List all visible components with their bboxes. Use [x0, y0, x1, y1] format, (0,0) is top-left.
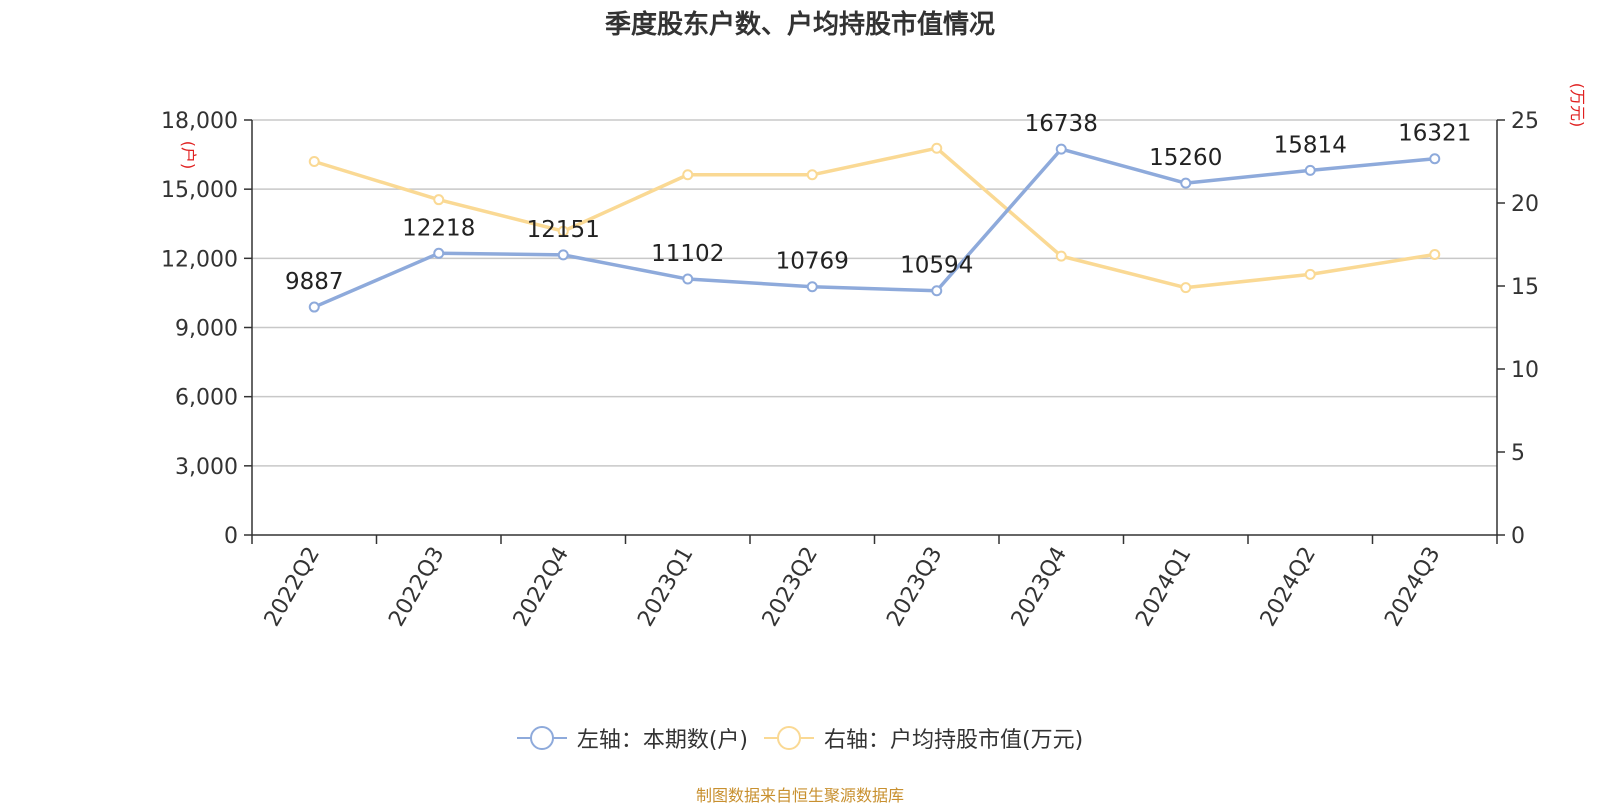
series-point-left — [682, 273, 694, 285]
right-axis-tick-label: 15 — [1511, 275, 1539, 300]
x-axis-tick-label: 2022Q4 — [509, 543, 574, 631]
left-axis-unit-label: (户) — [179, 141, 198, 170]
series-line-right — [313, 146, 1436, 290]
legend-item-right-series[interactable]: 右轴：户均持股市值(万元) — [764, 722, 1083, 754]
left-axis-tick-label: 12,000 — [161, 247, 238, 272]
x-axis-tick-label: 2024Q3 — [1380, 543, 1445, 631]
series-point-right — [806, 169, 818, 181]
data-label: 11102 — [651, 241, 724, 267]
right-axis-tick-label: 25 — [1511, 109, 1539, 134]
left-axis-tick-label: 18,000 — [161, 109, 238, 134]
x-axis-tick-label: 2024Q2 — [1256, 543, 1321, 631]
legend-label-left: 左轴：本期数(户) — [576, 728, 748, 753]
series-point-left — [433, 247, 445, 259]
legend: 左轴：本期数(户) 右轴：户均持股市值(万元) — [0, 722, 1600, 754]
left-axis-tick-label: 9,000 — [175, 317, 238, 342]
data-label: 12151 — [527, 217, 600, 243]
data-label: 16321 — [1398, 121, 1471, 147]
series-point-left — [308, 301, 320, 313]
left-axis-tick-label: 3,000 — [175, 455, 238, 480]
data-label: 9887 — [285, 269, 344, 295]
series-point-right — [931, 142, 943, 154]
series-point-right — [308, 156, 320, 167]
x-axis-tick-label: 2023Q2 — [758, 543, 823, 631]
right-axis-tick-label: 10 — [1511, 358, 1539, 383]
series-point-left — [1429, 153, 1441, 165]
right-axis-tick-label: 5 — [1511, 441, 1525, 466]
series-point-right — [433, 194, 445, 206]
x-axis-tick-label: 2024Q1 — [1131, 543, 1196, 631]
right-axis-tick-label: 20 — [1511, 192, 1539, 217]
x-axis-tick-label: 2023Q1 — [633, 543, 698, 631]
legend-marker-left-icon — [516, 726, 567, 750]
series-point-right — [1429, 248, 1441, 260]
series-point-right — [682, 169, 694, 181]
left-axis-tick-label: 6,000 — [175, 386, 238, 411]
series-point-right — [1304, 268, 1316, 280]
series-point-left — [931, 285, 943, 297]
series-point-left — [1304, 164, 1316, 176]
right-axis-tick-label: 0 — [1511, 524, 1525, 549]
series-line-left — [313, 147, 1435, 309]
x-axis-tick-label: 2022Q2 — [260, 543, 325, 631]
chart-title: 季度股东户数、户均持股市值情况 — [604, 10, 995, 40]
x-axis-tick-label: 2023Q3 — [882, 543, 947, 631]
x-axis-tick-label: 2023Q4 — [1007, 543, 1072, 631]
series-point-left — [806, 281, 818, 293]
series-point-right — [557, 225, 569, 237]
right-axis-unit-label: (万元) — [1568, 83, 1587, 128]
legend-marker-right-icon — [764, 726, 814, 750]
series-point-right — [1180, 282, 1192, 294]
data-label: 10769 — [776, 249, 849, 275]
data-label: 16738 — [1025, 111, 1098, 137]
series-point-left — [1180, 177, 1192, 189]
x-axis-tick-label: 2022Q3 — [384, 543, 449, 631]
legend-item-left-series[interactable]: 左轴：本期数(户) — [516, 722, 748, 754]
series-point-right — [1055, 250, 1067, 262]
left-axis-tick-label: 0 — [224, 524, 238, 549]
data-label: 15260 — [1149, 145, 1222, 171]
series-point-left — [1055, 143, 1067, 155]
legend-label-right: 右轴：户均持股市值(万元) — [824, 728, 1084, 753]
data-label: 15814 — [1274, 132, 1347, 158]
data-label: 10594 — [900, 253, 973, 279]
series-point-left — [557, 249, 569, 261]
left-axis-tick-label: 15,000 — [161, 178, 238, 203]
source-note: 制图数据来自恒生聚源数据库 — [695, 786, 904, 805]
data-label: 12218 — [402, 215, 475, 241]
